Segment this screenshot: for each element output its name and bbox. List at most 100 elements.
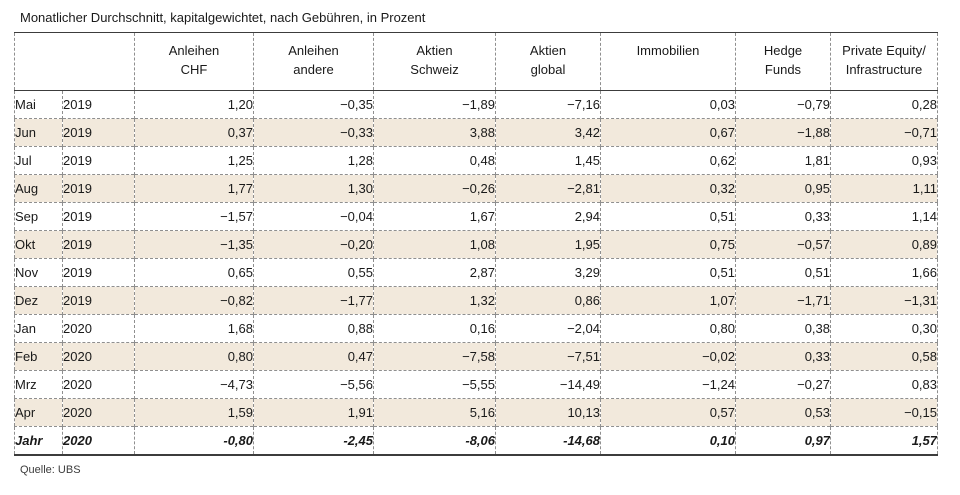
table-row: Jun 2019 0,37 −0,33 3,88 3,42 0,67 −1,88 −0,71 [14,118,938,147]
value-cell: 0,51 [600,202,736,231]
year-cell: 2019 [62,174,135,203]
value-cell: 1,57 [830,426,938,455]
table-row: Nov 2019 0,65 0,55 2,87 3,29 0,51 0,51 1,66 [14,258,938,287]
table-row: Apr 2020 1,59 1,91 5,16 10,13 0,57 0,53 −0,15 [14,398,938,427]
value-cell: 1,77 [134,174,254,203]
value-cell: 0,97 [735,426,831,455]
value-cell: 1,28 [253,146,374,175]
value-cell: −0,27 [735,370,831,399]
value-cell: 0,67 [600,118,736,147]
value-cell: 0,86 [495,286,601,315]
year-cell: 2019 [62,90,135,119]
period-cell: Jan [14,314,63,343]
value-cell: 1,67 [373,202,496,231]
value-cell: −1,88 [735,118,831,147]
table-row-total: Jahr 2020 -0,80 -2,45 -8,06 -14,68 0,10 0,97 1,5… [14,426,938,455]
value-cell: −1,71 [735,286,831,315]
table-row: Aug 2019 1,77 1,30 −0,26 −2,81 0,32 0,95 1,11 [14,174,938,203]
column-header-aktien-schweiz: Aktien Schweiz [373,32,496,91]
value-cell: −5,56 [253,370,374,399]
value-cell: 0,10 [600,426,736,455]
table-row: Okt 2019 −1,35 −0,20 1,08 1,95 0,75 −0,57 0,89 [14,230,938,259]
value-cell: 1,08 [373,230,496,259]
value-cell: −0,04 [253,202,374,231]
year-cell: 2019 [62,286,135,315]
table-row: Mrz 2020 −4,73 −5,56 −5,55 −14,49 −1,24 −0,27 0,… [14,370,938,399]
value-cell: 1,81 [735,146,831,175]
value-cell: −1,57 [134,202,254,231]
value-cell: 0,55 [253,258,374,287]
value-cell: 1,11 [830,174,938,203]
page-title: Monatlicher Durchschnitt, kapitalgewicht… [20,10,426,25]
table-row: Jan 2020 1,68 0,88 0,16 −2,04 0,80 0,38 0,30 [14,314,938,343]
value-cell: −0,35 [253,90,374,119]
value-cell: −0,71 [830,118,938,147]
value-cell: −7,51 [495,342,601,371]
monthly-returns-table: Anleihen CHF Anleihen andere Aktien Schweiz Ak… [14,32,938,456]
value-cell: −7,58 [373,342,496,371]
source-note: Quelle: UBS [20,463,81,476]
value-cell: 1,59 [134,398,254,427]
value-cell: −0,79 [735,90,831,119]
value-cell: 0,38 [735,314,831,343]
period-cell: Jahr [14,426,63,455]
year-cell: 2019 [62,202,135,231]
value-cell: 0,65 [134,258,254,287]
table-row: Sep 2019 −1,57 −0,04 1,67 2,94 0,51 0,33 1,14 [14,202,938,231]
value-cell: −0,20 [253,230,374,259]
period-cell: Dez [14,286,63,315]
value-cell: −0,02 [600,342,736,371]
value-cell: −2,04 [495,314,601,343]
value-cell: 1,45 [495,146,601,175]
column-header-hedge-funds: Hedge Funds [735,32,831,91]
value-cell: 0,37 [134,118,254,147]
value-cell: 0,58 [830,342,938,371]
value-cell: 5,16 [373,398,496,427]
column-header-aktien-global: Aktien global [495,32,601,91]
value-cell: 0,47 [253,342,374,371]
column-header-anleihen-andere: Anleihen andere [253,32,374,91]
year-cell: 2020 [62,342,135,371]
value-cell: -14,68 [495,426,601,455]
value-cell: 0,16 [373,314,496,343]
value-cell: 0,33 [735,342,831,371]
value-cell: −14,49 [495,370,601,399]
value-cell: -2,45 [253,426,374,455]
value-cell: −7,16 [495,90,601,119]
year-cell: 2019 [62,258,135,287]
period-cell: Mai [14,90,63,119]
value-cell: −4,73 [134,370,254,399]
value-cell: 3,42 [495,118,601,147]
table-row: Mai 2019 1,20 −0,35 −1,89 −7,16 0,03 −0,79 0,28 [14,90,938,119]
value-cell: 0,32 [600,174,736,203]
year-cell: 2020 [62,398,135,427]
value-cell: 2,94 [495,202,601,231]
period-cell: Jul [14,146,63,175]
value-cell: 0,75 [600,230,736,259]
value-cell: 0,89 [830,230,938,259]
value-cell: 0,53 [735,398,831,427]
year-cell: 2019 [62,146,135,175]
value-cell: 0,83 [830,370,938,399]
value-cell: −2,81 [495,174,601,203]
value-cell: 1,91 [253,398,374,427]
column-header-immobilien: Immobilien [600,32,736,91]
period-cell: Okt [14,230,63,259]
table-row: Feb 2020 0,80 0,47 −7,58 −7,51 −0,02 0,33 0,58 [14,342,938,371]
year-cell: 2020 [62,370,135,399]
value-cell: 0,93 [830,146,938,175]
value-cell: -8,06 [373,426,496,455]
value-cell: −0,15 [830,398,938,427]
value-cell: 1,32 [373,286,496,315]
table-row: Jul 2019 1,25 1,28 0,48 1,45 0,62 1,81 0,93 [14,146,938,175]
value-cell: −5,55 [373,370,496,399]
value-cell: 1,07 [600,286,736,315]
value-cell: 1,14 [830,202,938,231]
value-cell: 1,66 [830,258,938,287]
year-cell: 2019 [62,118,135,147]
value-cell: 0,88 [253,314,374,343]
table-body: Mai 2019 1,20 −0,35 −1,89 −7,16 0,03 −0,79 0,28 J… [14,90,938,455]
value-cell: −0,82 [134,286,254,315]
value-cell: −1,31 [830,286,938,315]
year-cell: 2020 [62,314,135,343]
